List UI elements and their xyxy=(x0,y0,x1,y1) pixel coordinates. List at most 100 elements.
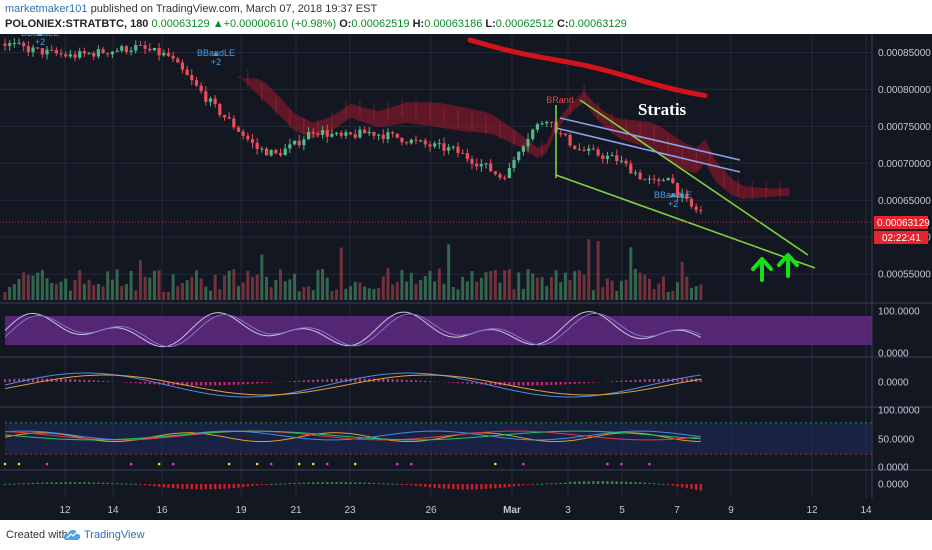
candle-body xyxy=(59,53,63,55)
candle-body xyxy=(241,131,245,136)
candle-body xyxy=(222,114,227,118)
osc-histogram-bar xyxy=(494,484,497,489)
osc-histogram-bar xyxy=(666,484,670,485)
osc-histogram-bar xyxy=(284,483,287,485)
signal-dot xyxy=(171,462,175,466)
tradingview-link[interactable]: TradingView xyxy=(84,529,145,541)
macd-histogram-bar xyxy=(424,380,427,382)
candle-body xyxy=(671,178,675,183)
candle-body xyxy=(624,160,628,164)
signal-dot xyxy=(494,462,497,466)
volume-bar xyxy=(633,268,637,300)
volume-bar xyxy=(568,279,572,300)
volume-bar xyxy=(377,287,381,300)
osc-histogram-bar xyxy=(643,482,646,484)
price-change: +0.00000610 (+0.98%) xyxy=(223,18,337,30)
macd-histogram-bar xyxy=(270,382,273,383)
macd-histogram-bar xyxy=(555,382,558,385)
macd-histogram-bar xyxy=(494,382,497,386)
volume-bar xyxy=(120,285,124,300)
macd-histogram-bar xyxy=(139,382,142,384)
candle-body xyxy=(377,134,381,136)
signal-dot xyxy=(17,462,21,466)
signal-dot xyxy=(3,462,7,466)
volume-bar xyxy=(274,280,278,300)
volume-bar xyxy=(437,268,441,300)
macd-histogram-bar xyxy=(288,381,291,382)
dmi-line xyxy=(4,430,701,441)
signal-count: +2 xyxy=(211,57,221,67)
volume-bar xyxy=(293,273,297,300)
osc-histogram-bar xyxy=(690,484,693,490)
volume-bar xyxy=(367,288,371,300)
volume-bar xyxy=(316,270,320,300)
volume-bar xyxy=(143,276,147,300)
volume-bars xyxy=(3,239,703,300)
macd-histogram-bar xyxy=(489,382,492,385)
volume-bar xyxy=(475,281,479,300)
signal-dot xyxy=(45,462,49,466)
macd-histogram-bar xyxy=(190,382,193,386)
volume-bar xyxy=(148,277,152,300)
candle-body xyxy=(680,193,684,198)
macd-histogram-bar xyxy=(522,382,525,386)
macd-histogram-bar xyxy=(503,382,506,386)
macd-histogram-bar xyxy=(18,378,21,382)
candle-body xyxy=(465,153,469,160)
volume-bar xyxy=(45,278,49,300)
volume-bar xyxy=(251,277,255,300)
pane-tick-label: 100.0000 xyxy=(878,406,920,417)
osc-histogram-bar xyxy=(592,481,595,484)
candle-body xyxy=(484,163,488,165)
volume-bar xyxy=(213,274,217,300)
volume-bar xyxy=(353,281,357,300)
macd-histogram-bar xyxy=(541,382,544,386)
osc-histogram-bar xyxy=(550,483,553,485)
pane-tick-label: 100.0000 xyxy=(878,307,920,318)
volume-bar xyxy=(297,291,301,300)
candle-body xyxy=(260,148,264,150)
osc-histogram-bar xyxy=(134,483,137,485)
stratis-annotation: Stratis xyxy=(638,100,687,119)
volume-bar xyxy=(138,260,142,300)
volume-bar xyxy=(535,277,539,300)
time-axis[interactable]: 12 14 16 19 21 23 26 Mar 3 5 7 9 12 14 xyxy=(0,498,932,520)
osc-histogram-bar xyxy=(106,482,109,484)
macd-histogram-bar xyxy=(251,382,254,384)
osc-histogram-bar xyxy=(424,484,427,487)
osc-histogram-bar xyxy=(139,484,142,485)
macd-histogram-bar xyxy=(36,378,39,382)
candle-body xyxy=(437,143,441,145)
volume-bar xyxy=(260,254,264,300)
osc-histogram-bar xyxy=(227,484,231,489)
macd-histogram-bar xyxy=(162,382,165,385)
macd-histogram-bar xyxy=(611,381,614,382)
osc-histogram-bar xyxy=(302,482,306,484)
channel-upper-line xyxy=(559,117,741,161)
candle-body xyxy=(8,43,12,46)
volume-bar xyxy=(643,274,647,300)
macd-histogram-bar xyxy=(419,380,422,382)
osc-histogram-bar xyxy=(624,481,628,484)
volume-bar xyxy=(129,270,133,300)
macd-histogram-bar xyxy=(204,382,207,386)
signal-label: BBandLE xyxy=(654,190,692,200)
time-tick-label: 7 xyxy=(674,505,680,516)
author-link[interactable]: marketmaker101 xyxy=(5,3,88,15)
macd-histogram-bar xyxy=(527,382,530,386)
volume-bar xyxy=(54,284,58,300)
macd-histogram-bar xyxy=(662,378,665,382)
osc-histogram-bar xyxy=(171,484,175,489)
macd-histogram-bar xyxy=(256,382,259,384)
candle-body xyxy=(694,206,698,211)
price-tick-label: 0.00080000 xyxy=(878,85,931,96)
osc-histogram-bar xyxy=(536,483,539,485)
macd-histogram-bar xyxy=(583,382,586,384)
osc-histogram-bar xyxy=(410,484,413,486)
chart-area[interactable]: Stratis BBandLE+2BBandLE+2BBandLE+2BRand… xyxy=(0,34,932,520)
osc-histogram-bar xyxy=(232,484,236,489)
signal-dot xyxy=(227,462,231,466)
signal-dot xyxy=(325,462,329,466)
macd-histogram-bar xyxy=(13,378,16,382)
